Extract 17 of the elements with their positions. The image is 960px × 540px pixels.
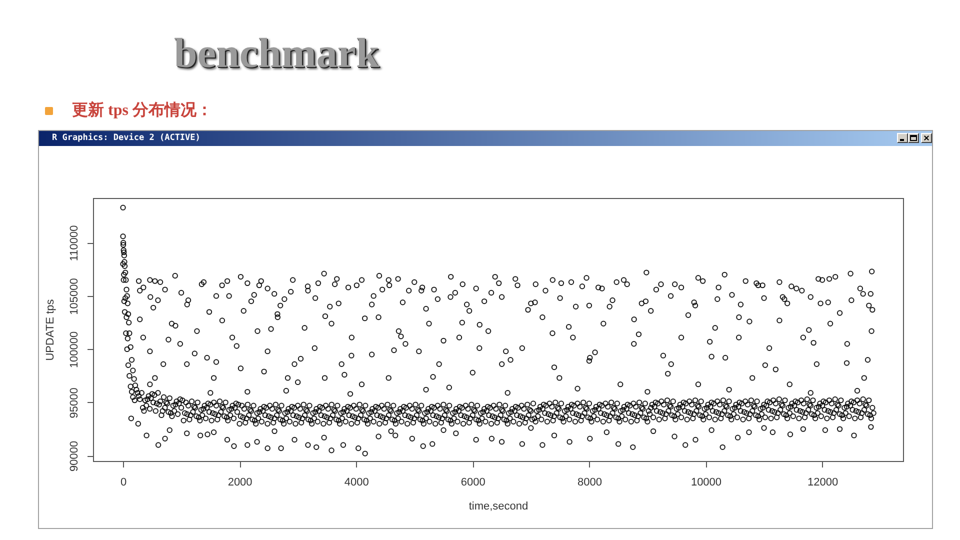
y-tick-label: 100000: [68, 331, 80, 368]
x-tick-label: 8000: [577, 476, 602, 488]
y-axis-title: UPDATE tps: [44, 298, 56, 361]
chart-title: benchmark: [174, 31, 380, 77]
chart-subtitle: 更新 tps 分布情况：: [72, 101, 212, 121]
title-bar: R Graphics: Device 2 (ACTIVE): [39, 131, 932, 146]
y-tick-label: 90000: [68, 440, 80, 472]
x-tick-label: 2000: [228, 476, 252, 488]
x-tick-label: 12000: [807, 476, 838, 488]
y-tick-label: 105000: [68, 278, 80, 315]
y-tick-label: 110000: [68, 225, 80, 262]
x-axis-title: time,second: [468, 500, 528, 512]
x-tick-label: 0: [120, 476, 127, 488]
x-tick-label: 4000: [344, 476, 369, 488]
x-tick-label: 6000: [460, 476, 486, 488]
y-tick-label: 95000: [68, 388, 80, 418]
x-tick-label: 10000: [690, 476, 722, 488]
